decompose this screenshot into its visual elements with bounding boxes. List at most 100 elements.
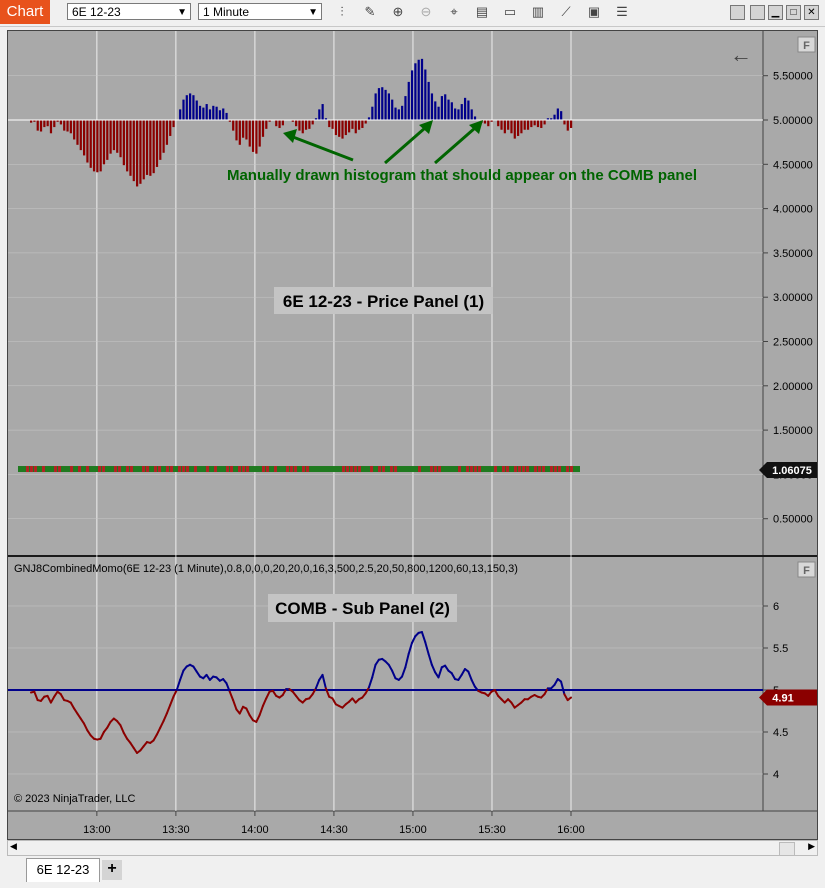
bar-type-icon[interactable]: ⫶ xyxy=(340,4,344,19)
comb-line-segment xyxy=(470,678,476,688)
indicators-icon[interactable]: ▥ xyxy=(531,4,545,19)
close-button[interactable]: ✕ xyxy=(804,5,819,20)
price-tick-label: 4.50000 xyxy=(773,159,813,171)
price-strip-base xyxy=(18,466,580,473)
comb-line-segment xyxy=(311,687,317,696)
histogram-bar xyxy=(92,120,96,172)
window-button-1[interactable] xyxy=(730,5,745,20)
comb-line-segment xyxy=(444,664,450,672)
comb-line-segment xyxy=(404,652,410,669)
histogram-bar xyxy=(328,120,331,128)
price-bar xyxy=(226,466,229,473)
price-bar xyxy=(514,466,517,473)
histogram-bar xyxy=(351,120,354,129)
scroll-left-icon[interactable]: ◀ xyxy=(10,841,17,851)
toolbar: Chart 6E 12-23 ▼ 1 Minute ▼ ⫶ ✎ ⊕ ⊖ ⌖ ▤ … xyxy=(0,0,825,27)
price-bar xyxy=(478,466,481,473)
comb-line-segment xyxy=(159,720,165,729)
price-bar xyxy=(170,466,173,473)
f-badge-sub[interactable] xyxy=(797,561,816,578)
histogram-bar xyxy=(79,120,82,151)
comb-line-segment xyxy=(401,666,407,678)
sub-panel-label-box xyxy=(268,594,457,622)
price-tick-label: 3.50000 xyxy=(773,248,813,260)
comb-line-segment xyxy=(162,712,168,723)
comb-line-segment xyxy=(457,673,463,681)
price-bar xyxy=(158,466,161,473)
price-bar xyxy=(154,466,157,473)
templates-icon[interactable]: ▣ xyxy=(587,4,601,19)
tab-6e-12-23[interactable]: 6E 12-23 xyxy=(26,858,100,882)
comb-line-segment xyxy=(165,704,172,715)
histogram-bar xyxy=(563,120,566,125)
price-bar xyxy=(418,466,421,473)
maximize-button[interactable]: □ xyxy=(786,5,801,20)
price-bar xyxy=(430,466,433,473)
comb-line-segment xyxy=(172,689,178,698)
histogram-bar xyxy=(245,120,248,140)
price-bar xyxy=(34,466,37,473)
crosshair-icon[interactable]: ⌖ xyxy=(450,4,458,19)
histogram-bar xyxy=(46,120,49,127)
price-bar xyxy=(30,466,33,473)
comb-line-segment xyxy=(420,631,427,644)
pencil-icon[interactable]: ✎ xyxy=(364,4,376,19)
comb-line-segment xyxy=(510,701,516,709)
minimize-button[interactable] xyxy=(750,5,765,20)
last-price-badge xyxy=(759,462,817,478)
price-bar xyxy=(370,466,373,473)
price-bar xyxy=(570,466,573,473)
properties-icon[interactable]: ▭ xyxy=(503,4,517,19)
zoom-out-icon[interactable]: ⊖ xyxy=(420,4,432,19)
histogram-bar xyxy=(454,108,457,120)
zoom-in-icon[interactable]: ⊕ xyxy=(392,4,404,19)
comb-line-segment xyxy=(424,641,430,655)
scroll-right-icon[interactable]: ▶ xyxy=(808,841,815,851)
comb-line-segment xyxy=(106,720,112,729)
interval-selector[interactable]: 1 Minute ▼ xyxy=(198,3,322,20)
histogram-bar xyxy=(261,120,265,137)
comb-line-segment xyxy=(132,746,139,754)
histogram-bar xyxy=(63,120,66,131)
price-bar xyxy=(42,466,45,473)
f-badge-price[interactable] xyxy=(797,36,816,53)
comb-line-segment xyxy=(83,722,89,732)
price-bar xyxy=(350,466,353,473)
add-tab-button[interactable]: + xyxy=(102,860,122,880)
price-bar xyxy=(358,466,361,473)
price-bar xyxy=(458,466,461,473)
histogram-bar xyxy=(417,59,420,120)
histogram-bar xyxy=(394,107,397,120)
data-box-icon[interactable]: ▤ xyxy=(475,4,489,19)
histogram-bar xyxy=(112,120,116,151)
histogram-bar xyxy=(397,109,400,120)
histogram-bar xyxy=(225,112,228,120)
chart-area[interactable]: ← F F Manually drawn histogram that shou… xyxy=(7,30,818,840)
histogram-bar xyxy=(507,120,510,130)
back-arrow-icon[interactable]: ← xyxy=(730,42,752,67)
histogram-bar xyxy=(152,120,155,174)
price-bar xyxy=(474,466,477,473)
histogram-bar xyxy=(311,120,314,125)
comb-line-segment xyxy=(129,741,135,749)
horizontal-scrollbar[interactable]: ◀ ▶ xyxy=(7,840,818,856)
histogram-bar xyxy=(321,104,324,120)
comb-line-segment xyxy=(467,670,473,681)
chart-menu-button[interactable]: Chart xyxy=(0,0,50,24)
histogram-bar xyxy=(540,120,543,128)
histogram-bar xyxy=(242,120,245,138)
histogram-bar xyxy=(516,120,520,136)
price-bar xyxy=(130,466,133,473)
price-bar xyxy=(266,466,269,473)
price-bar xyxy=(378,466,381,473)
price-bar xyxy=(54,466,57,473)
price-bar xyxy=(394,466,397,473)
strategies-icon[interactable]: ⟋ xyxy=(561,4,571,19)
instrument-selector[interactable]: 6E 12-23 ▼ xyxy=(67,3,191,20)
histogram-bar xyxy=(139,120,142,184)
x-tick-label: 16:00 xyxy=(557,824,585,836)
menu-list-icon[interactable]: ☰ xyxy=(616,4,628,19)
instrument-value: 6E 12-23 xyxy=(72,5,121,19)
minimize-icon[interactable]: ▁ xyxy=(768,5,783,20)
scroll-thumb[interactable] xyxy=(779,842,795,856)
